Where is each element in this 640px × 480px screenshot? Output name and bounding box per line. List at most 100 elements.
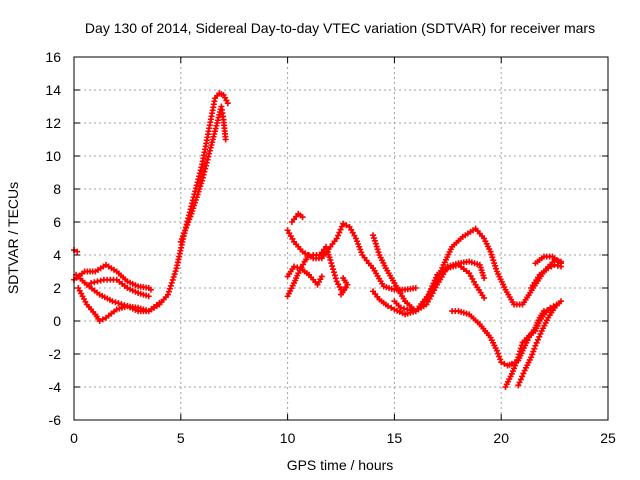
data-point: [168, 279, 175, 286]
series-track-5: [88, 276, 152, 300]
data-point: [529, 351, 536, 358]
data-point: [342, 285, 349, 291]
y-axis-label: SDTVAR / TECUs: [5, 182, 21, 294]
data-point: [147, 286, 154, 293]
data-point: [109, 298, 116, 305]
data-point: [528, 354, 535, 361]
data-point: [187, 213, 194, 220]
data-point: [487, 248, 494, 255]
data-point: [518, 342, 525, 349]
data-point: [222, 136, 229, 143]
data-point: [370, 235, 377, 242]
y-tick-label: 10: [45, 148, 61, 164]
data-series: [71, 90, 565, 390]
data-point: [498, 359, 505, 366]
data-point: [318, 273, 325, 280]
data-point: [186, 216, 193, 223]
data-point: [489, 254, 496, 261]
data-point: [401, 305, 408, 312]
x-axis-label: GPS time / hours: [287, 457, 394, 473]
y-tick-label: -6: [49, 412, 62, 428]
y-tick-label: -2: [49, 346, 62, 362]
series-track-11: [338, 275, 351, 298]
data-point: [145, 293, 152, 300]
data-point: [531, 345, 538, 352]
data-point: [184, 221, 191, 228]
data-point: [481, 275, 488, 282]
x-tick-label: 5: [177, 430, 185, 446]
data-point: [491, 260, 498, 267]
series-track-14: [391, 261, 488, 315]
data-point: [183, 224, 190, 231]
data-point: [165, 288, 172, 295]
data-point: [496, 353, 503, 360]
data-point: [115, 300, 122, 307]
series-track-18: [528, 261, 565, 291]
data-point: [384, 303, 391, 310]
data-point: [96, 318, 103, 324]
data-point: [530, 348, 537, 355]
data-point: [171, 271, 178, 278]
data-point: [156, 299, 163, 306]
series-track-2: [71, 261, 154, 293]
data-point: [94, 278, 101, 285]
data-point: [501, 360, 508, 367]
data-point: [517, 345, 524, 352]
x-tick-label: 25: [600, 430, 616, 446]
data-point: [181, 230, 188, 237]
data-point: [169, 276, 176, 283]
data-point: [166, 285, 173, 292]
y-tick-label: 2: [53, 280, 61, 296]
data-point: [99, 316, 106, 323]
data-point: [88, 280, 95, 287]
data-point: [112, 299, 119, 306]
data-point: [331, 272, 338, 279]
data-point: [516, 348, 523, 355]
data-point: [373, 243, 380, 250]
series-track-17: [515, 298, 565, 389]
y-tick-label: 6: [53, 214, 61, 230]
data-point: [508, 360, 515, 367]
data-point: [375, 249, 382, 256]
y-tick-labels: -6 -4 -2 0 2 4 6 8 10 12 14 16: [45, 49, 61, 428]
data-point: [330, 266, 337, 273]
data-point: [548, 263, 555, 270]
data-point: [397, 304, 404, 311]
data-point: [182, 227, 189, 234]
data-point: [545, 265, 552, 272]
y-tick-label: 4: [53, 247, 61, 263]
data-point: [492, 262, 499, 269]
data-point: [97, 277, 104, 284]
data-point: [185, 219, 192, 226]
data-point: [327, 256, 334, 263]
data-point: [329, 263, 336, 270]
data-point: [558, 260, 565, 267]
x-tick-label: 0: [70, 430, 78, 446]
y-tick-label: 14: [45, 82, 61, 98]
data-point: [340, 220, 347, 227]
data-point: [490, 257, 497, 264]
data-point: [291, 263, 298, 270]
data-point: [488, 251, 495, 258]
x-tick-labels: 0 5 10 15 20 25: [70, 430, 616, 446]
y-tick-label: 12: [45, 115, 61, 131]
data-point: [343, 222, 350, 229]
data-point: [330, 269, 337, 276]
data-point: [493, 265, 500, 272]
data-point: [554, 262, 561, 269]
series-track-1: [71, 247, 81, 255]
data-point: [164, 291, 171, 298]
data-point: [172, 268, 179, 275]
y-tick-label: 0: [53, 313, 61, 329]
series-track-10: [288, 210, 306, 225]
data-point: [497, 356, 504, 363]
data-point: [493, 347, 500, 354]
x-tick-label: 10: [280, 430, 296, 446]
x-tick-label: 20: [493, 430, 509, 446]
data-point: [328, 260, 335, 267]
plot-frame: [73, 56, 609, 421]
data-point: [332, 275, 339, 282]
data-point: [372, 240, 379, 247]
data-point: [515, 354, 522, 361]
